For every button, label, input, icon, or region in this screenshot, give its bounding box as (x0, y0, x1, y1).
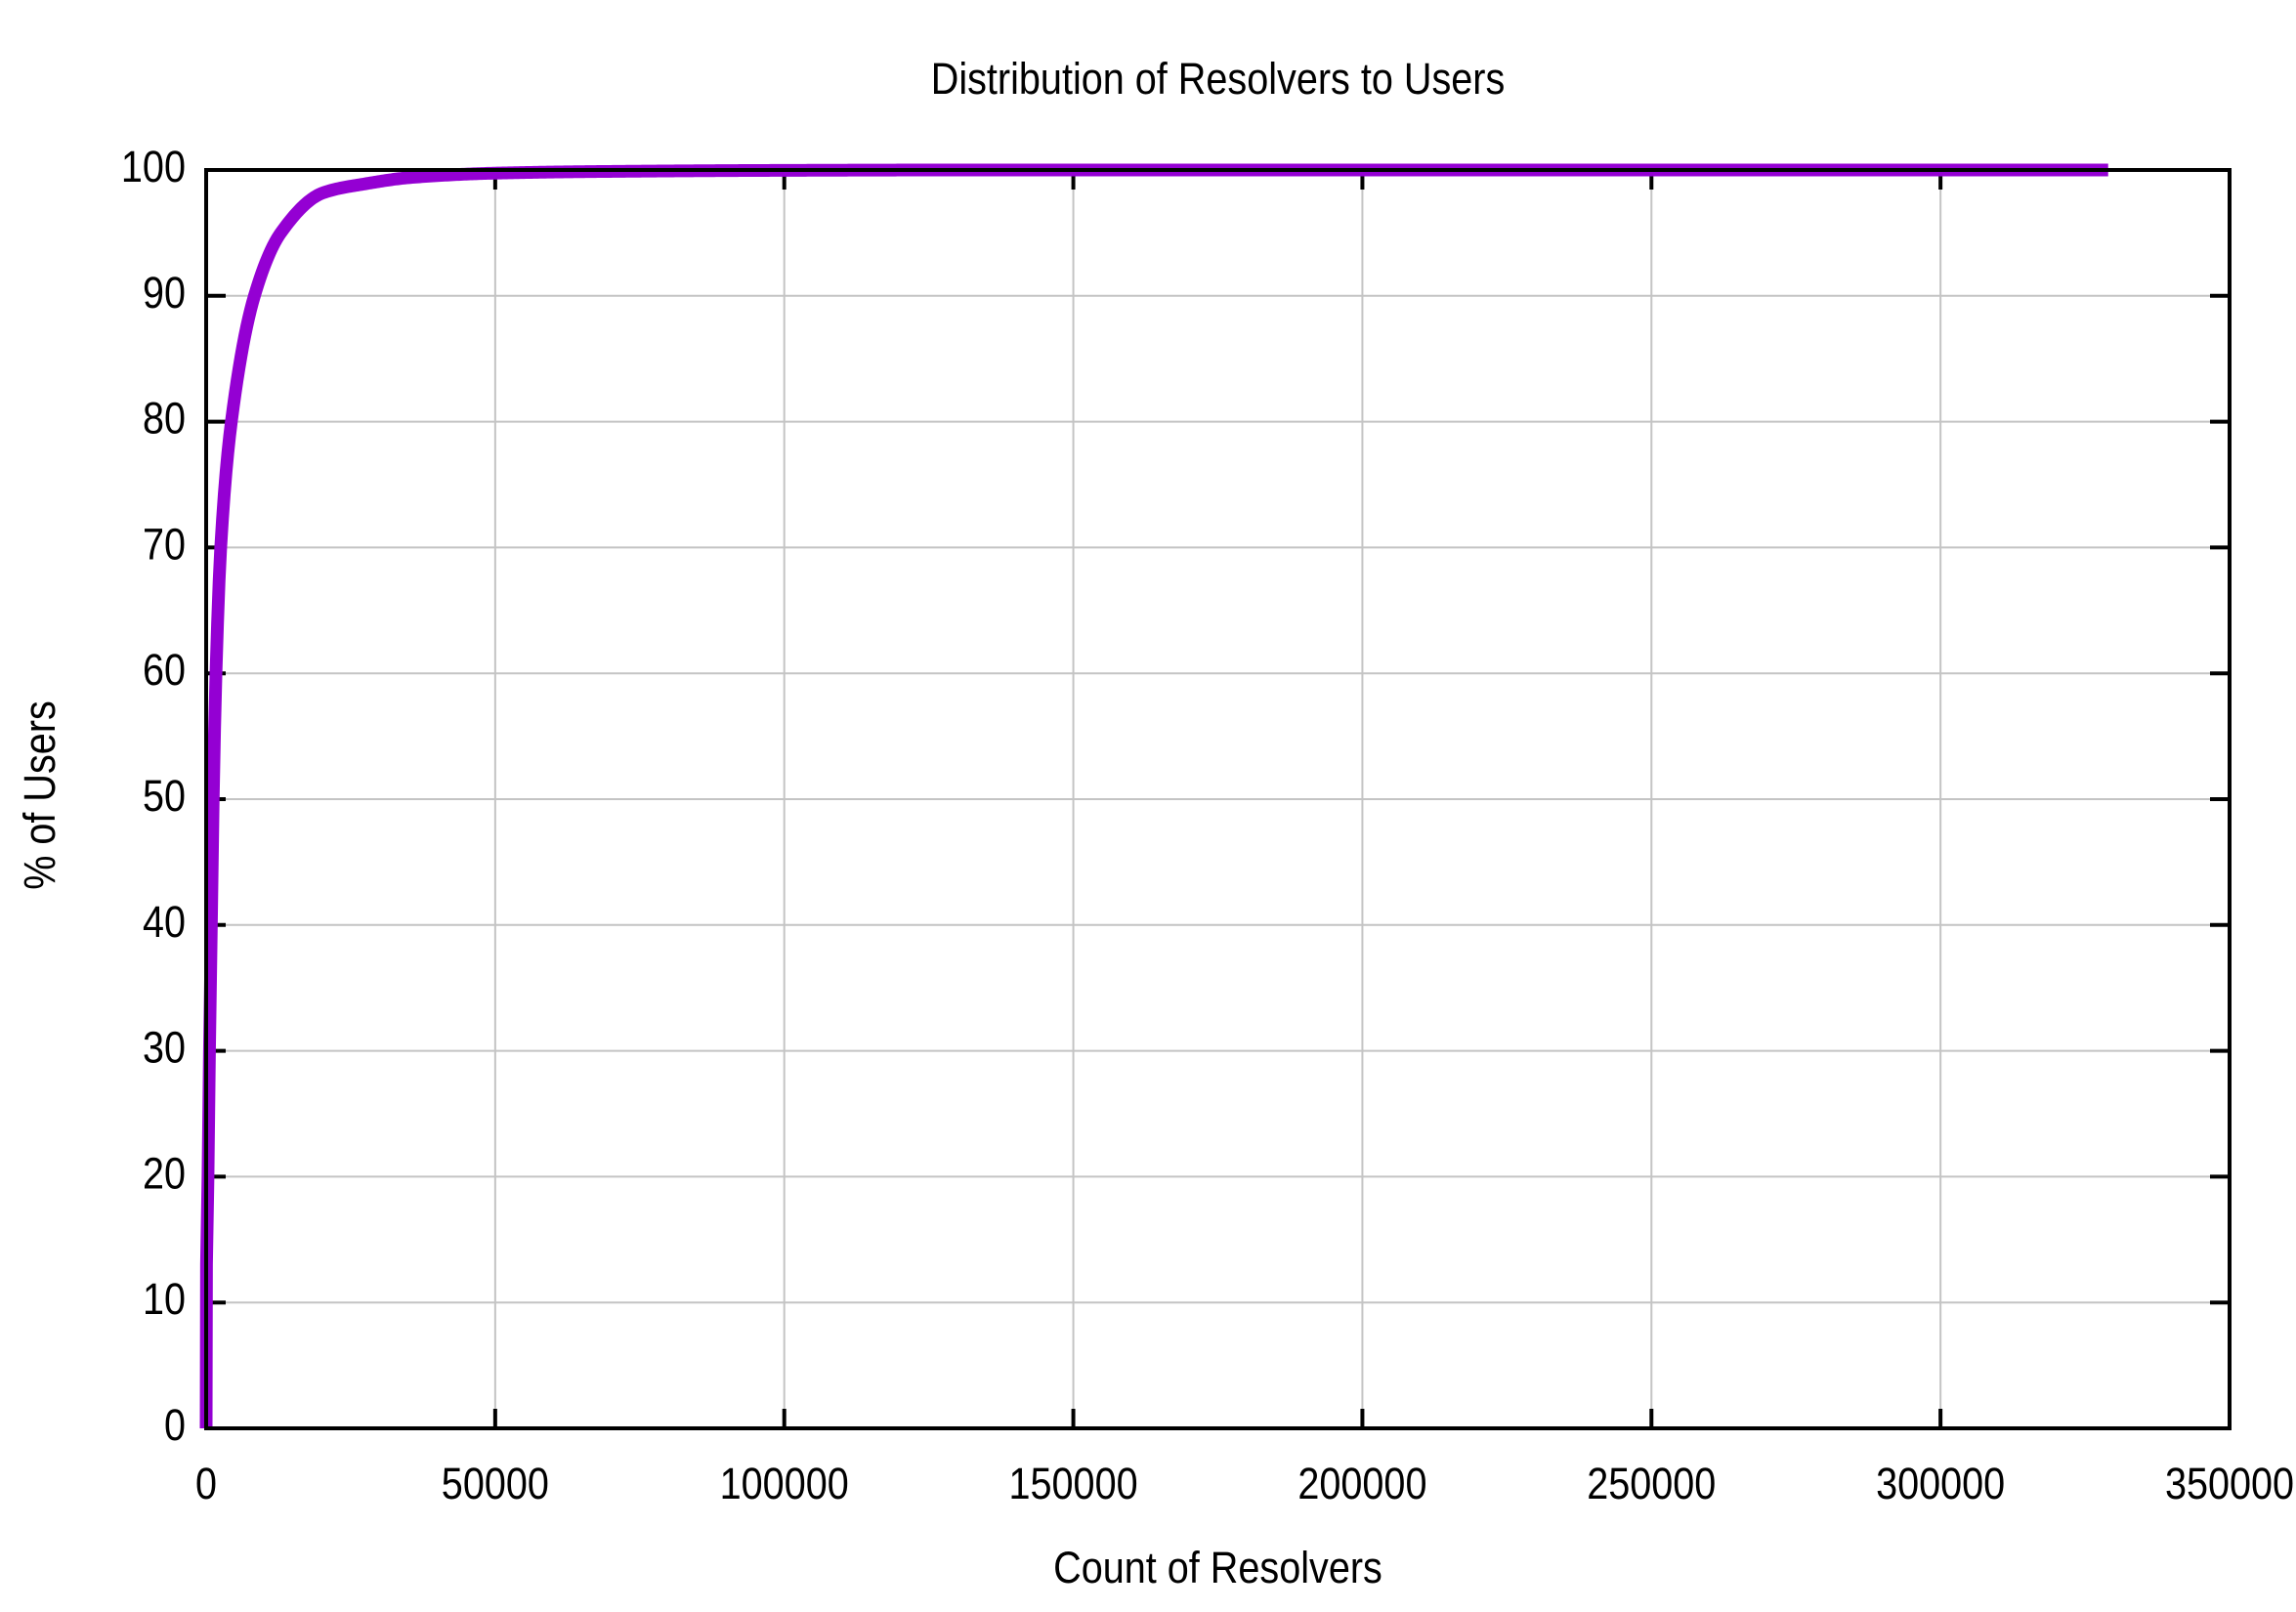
tick-marks (204, 168, 2232, 1430)
x-tick-label: 250000 (1587, 1459, 1716, 1508)
grid-lines (206, 170, 2230, 1428)
plot-border-frame (204, 168, 2232, 1430)
x-tick-label: 50000 (442, 1459, 549, 1508)
x-tick-label: 350000 (2165, 1459, 2294, 1508)
y-tick-label: 100 (121, 142, 186, 191)
y-tick-label: 40 (143, 897, 186, 947)
x-tick-label: 100000 (720, 1459, 849, 1508)
plot-border (204, 168, 2232, 1430)
y-tick-label: 80 (143, 394, 186, 444)
x-tick-label: 300000 (1876, 1459, 2005, 1508)
y-axis-label: % of Users (15, 700, 64, 890)
y-tick-label: 10 (143, 1274, 186, 1324)
y-tick-label: 30 (143, 1023, 186, 1073)
y-tick-label: 60 (143, 645, 186, 695)
chart-title: Distribution of Resolvers to Users (931, 54, 1506, 104)
y-tick-label: 70 (143, 519, 186, 569)
x-axis-label: Count of Resolvers (1053, 1543, 1382, 1592)
y-tick-label: 20 (143, 1148, 186, 1198)
x-tick-label: 0 (195, 1459, 217, 1508)
y-tick-label: 90 (143, 268, 186, 318)
x-tick-label: 150000 (1009, 1459, 1138, 1508)
y-tick-label: 0 (164, 1400, 186, 1450)
y-tick-label: 50 (143, 771, 186, 821)
x-tick-label: 200000 (1297, 1459, 1426, 1508)
tick-labels: 0 50000 100000 150000 200000 250000 300000 3500… (121, 142, 2294, 1508)
